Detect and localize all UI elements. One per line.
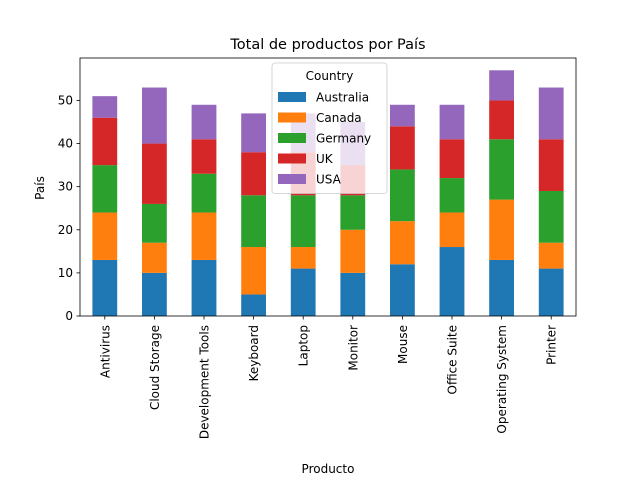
- bar-usa-antivirus: [92, 96, 118, 118]
- bar-germany-operating-system: [489, 139, 514, 200]
- x-tick-label: Development Tools: [198, 325, 212, 439]
- bar-canada-cloud-storage: [142, 242, 167, 273]
- bar-uk-printer: [538, 139, 564, 191]
- bars-group: [92, 70, 564, 316]
- bar-germany-monitor: [340, 195, 366, 230]
- bar-canada-operating-system: [489, 199, 514, 260]
- bar-uk-development-tools: [191, 139, 217, 174]
- x-tick-label: Cloud Storage: [148, 325, 162, 410]
- legend-label-usa: USA: [316, 173, 342, 187]
- x-tick-label: Printer: [545, 325, 559, 365]
- bar-australia-office-suite: [439, 247, 465, 316]
- y-tick-label: 10: [58, 266, 73, 280]
- legend-title: Country: [306, 69, 354, 83]
- y-tick-label: 40: [58, 137, 73, 151]
- x-tick-label: Monitor: [346, 325, 360, 371]
- bar-australia-mouse: [390, 264, 415, 316]
- bar-usa-mouse: [390, 104, 415, 127]
- chart-title: Total de productos por País: [229, 37, 425, 53]
- legend-swatch-canada: [278, 112, 306, 123]
- x-tick-label: Laptop: [297, 325, 311, 366]
- bar-usa-operating-system: [489, 70, 514, 101]
- legend: Country Australia Canada Germany UK USA: [271, 62, 388, 194]
- bar-australia-laptop: [290, 268, 316, 316]
- bar-usa-office-suite: [439, 104, 465, 140]
- bar-canada-antivirus: [92, 212, 118, 260]
- bar-usa-keyboard: [241, 113, 266, 153]
- legend-label-germany: Germany: [316, 132, 371, 146]
- legend-swatch-germany: [278, 133, 306, 143]
- bar-usa-cloud-storage: [142, 87, 167, 144]
- legend-label-uk: UK: [316, 152, 334, 166]
- bar-australia-operating-system: [489, 259, 514, 316]
- bar-usa-printer: [538, 87, 564, 140]
- bar-germany-mouse: [390, 169, 415, 222]
- legend-swatch-usa: [278, 174, 306, 184]
- legend-swatch-australia: [278, 92, 306, 102]
- bar-germany-keyboard: [241, 195, 266, 248]
- bar-australia-cloud-storage: [142, 272, 167, 316]
- bar-australia-antivirus: [92, 259, 118, 316]
- bar-usa-development-tools: [191, 104, 217, 140]
- bar-canada-printer: [538, 242, 564, 269]
- legend-swatch-uk: [278, 153, 306, 164]
- x-axis-label: Producto: [302, 462, 355, 476]
- y-tick-label: 50: [58, 93, 73, 107]
- bar-australia-printer: [538, 268, 564, 316]
- bar-germany-office-suite: [439, 178, 465, 213]
- y-tick-label: 20: [58, 223, 73, 237]
- x-tick-label: Keyboard: [247, 325, 261, 381]
- bar-uk-keyboard: [241, 152, 266, 196]
- y-tick-label: 30: [58, 180, 73, 194]
- x-tick-label: Antivirus: [98, 325, 112, 378]
- bar-uk-operating-system: [489, 100, 514, 140]
- bar-canada-laptop: [290, 247, 316, 269]
- bar-canada-mouse: [390, 221, 415, 265]
- bar-uk-antivirus: [92, 117, 118, 166]
- legend-label-australia: Australia: [316, 91, 369, 105]
- bar-uk-office-suite: [439, 139, 465, 179]
- bar-germany-printer: [538, 190, 564, 243]
- bar-germany-laptop: [290, 195, 316, 248]
- bar-australia-development-tools: [191, 259, 217, 316]
- bar-germany-antivirus: [92, 165, 118, 213]
- x-tick-label: Office Suite: [446, 325, 460, 395]
- legend-label-canada: Canada: [316, 111, 362, 125]
- y-axis-label: País: [33, 176, 47, 200]
- bar-australia-monitor: [340, 272, 366, 316]
- axes-group: 0 10 20 30 40 50 Antivirus Cloud Storage Develop…: [58, 57, 577, 439]
- bar-canada-development-tools: [191, 212, 217, 260]
- bar-germany-cloud-storage: [142, 203, 167, 243]
- y-tick-label: 0: [65, 309, 73, 323]
- x-tick-label: Mouse: [396, 325, 410, 364]
- bar-canada-monitor: [340, 229, 366, 273]
- bar-uk-cloud-storage: [142, 143, 167, 204]
- bar-uk-mouse: [390, 126, 415, 170]
- bar-canada-office-suite: [439, 212, 465, 248]
- bar-canada-keyboard: [241, 247, 266, 295]
- bar-germany-development-tools: [191, 173, 217, 213]
- x-tick-label: Operating System: [495, 325, 509, 434]
- bar-australia-keyboard: [241, 294, 266, 316]
